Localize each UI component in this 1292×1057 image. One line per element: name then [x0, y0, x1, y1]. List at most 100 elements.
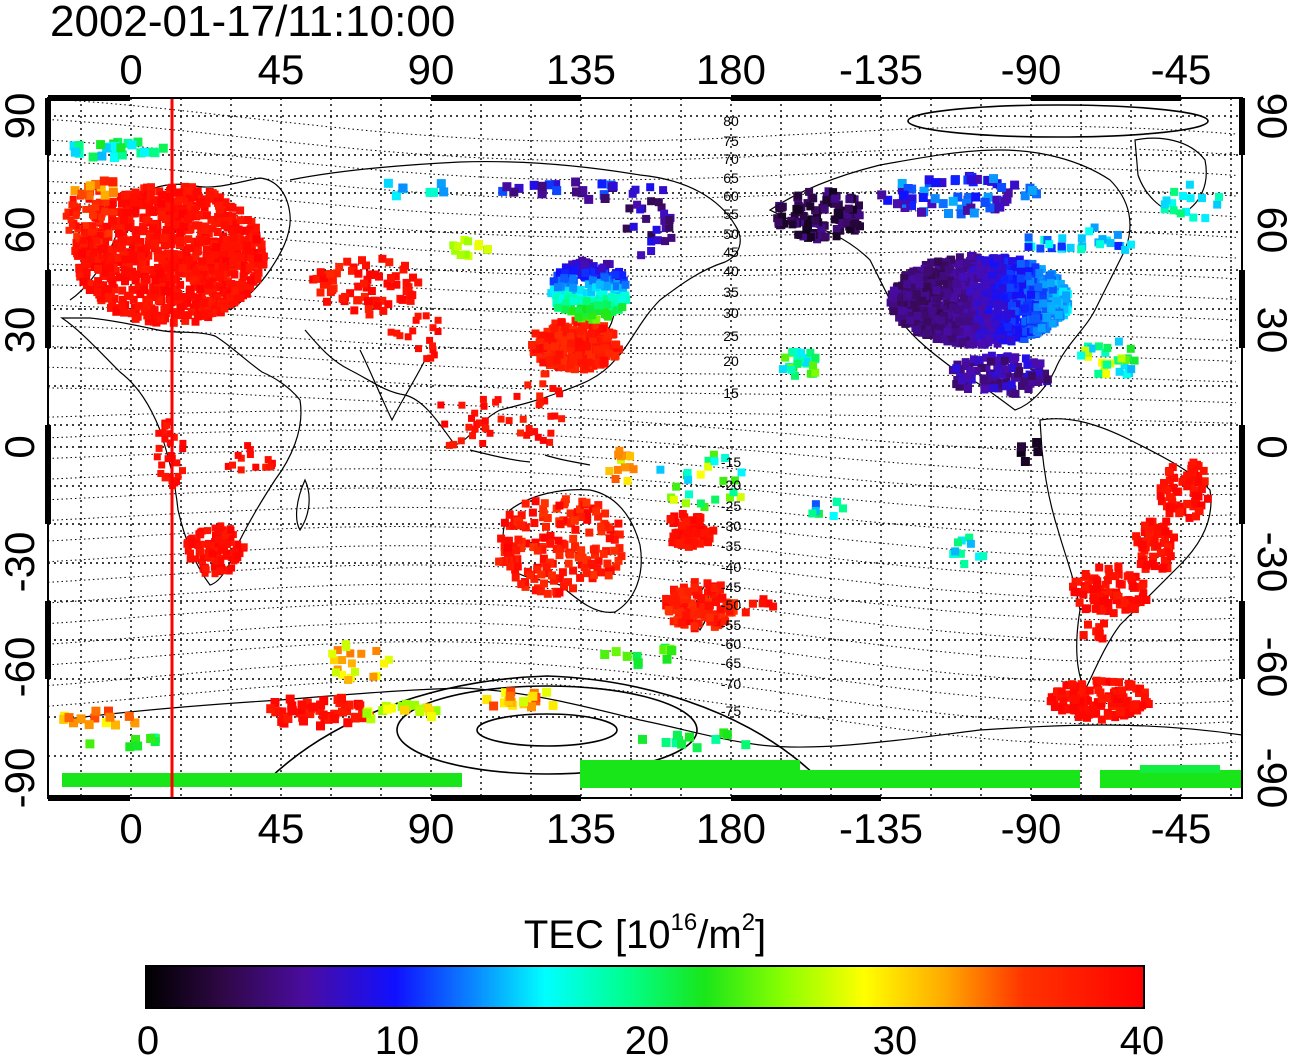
tec-pixel	[99, 245, 108, 254]
tec-pixel	[236, 216, 245, 225]
tec-pixel	[600, 359, 608, 368]
contour-label: -65	[721, 655, 741, 671]
tec-pixel	[805, 187, 814, 196]
tec-pixel	[539, 505, 548, 514]
tec-pixel	[589, 545, 598, 554]
coastline-asia	[289, 160, 741, 446]
tec-pixel	[514, 183, 524, 193]
bottom-lon-tick: 0	[119, 805, 142, 852]
tec-pixel	[710, 457, 719, 466]
tec-pixel	[700, 529, 709, 538]
tec-pixel	[583, 509, 592, 518]
tec-pixel	[1185, 513, 1194, 522]
tec-pixel	[1170, 473, 1179, 482]
contour-label: 65	[723, 170, 739, 186]
tec-pixel	[615, 530, 624, 539]
tec-pixel	[972, 174, 982, 184]
tec-pixel	[1098, 235, 1107, 244]
tec-pixel	[631, 185, 640, 194]
tec-pixel	[597, 568, 606, 577]
tec-pixel	[839, 504, 847, 513]
tec-pixel	[1006, 283, 1015, 292]
tec-pixel	[409, 273, 417, 282]
tec-pixel	[264, 456, 272, 464]
tec-pixel	[202, 245, 211, 254]
tec-pixel	[982, 363, 991, 372]
tec-pixel	[1002, 264, 1011, 273]
tec-pixel	[1089, 585, 1098, 594]
tec-pixel	[981, 266, 990, 275]
left-lat-tick: -60	[0, 637, 43, 698]
tec-pixel	[1164, 543, 1172, 552]
tec-pixel	[1098, 604, 1107, 613]
right-lat-tick: 30	[1249, 307, 1292, 354]
tec-pixel	[88, 152, 98, 162]
tec-pixel	[350, 306, 359, 315]
tec-pixel	[531, 586, 540, 595]
tec-pixel	[909, 267, 918, 276]
tec-pixel	[364, 304, 373, 313]
tec-pixel	[126, 199, 135, 208]
tec-pixel	[227, 280, 236, 288]
tec-pixel	[125, 742, 135, 752]
tec-pixel	[1103, 343, 1112, 352]
south-pole-contour-inner	[476, 713, 618, 747]
tec-pixel	[585, 305, 594, 314]
tec-pixel	[193, 312, 202, 321]
tec-pixel	[1007, 364, 1016, 373]
tec-pixel	[821, 232, 830, 241]
tec-pixel	[506, 687, 516, 697]
tec-pixel	[330, 656, 338, 665]
tec-pixel	[230, 298, 239, 307]
tec-pixel	[343, 718, 353, 728]
tec-pixel	[1007, 309, 1016, 318]
tec-pixel	[830, 215, 839, 224]
tec-pixel	[287, 701, 297, 711]
tec-pixel	[522, 539, 531, 548]
tec-pixel	[560, 498, 569, 507]
tec-pixel	[415, 707, 425, 717]
tec-pixel	[332, 668, 340, 677]
tec-pixel	[574, 553, 583, 562]
tec-pixel	[118, 209, 127, 218]
top-lon-tick: 0	[119, 46, 142, 93]
tec-pixel	[661, 738, 671, 747]
tec-pixel	[953, 305, 962, 314]
tec-pixel	[120, 266, 129, 275]
tec-pixel	[445, 441, 453, 449]
tec-pixel	[799, 232, 808, 241]
tec-pixel	[266, 463, 273, 471]
tec-pixel	[683, 587, 692, 596]
tec-pixel	[1012, 326, 1021, 335]
tec-pixel	[471, 409, 479, 417]
top-lon-tick: -45	[1151, 46, 1212, 93]
tec-pixel	[157, 199, 166, 208]
tec-pixel	[134, 237, 143, 246]
tec-pixel	[560, 305, 569, 314]
tec-pixel	[809, 194, 818, 203]
tec-pixel	[977, 364, 986, 372]
tec-pixel	[391, 191, 401, 201]
tec-pixel	[1104, 607, 1113, 615]
tec-pixel	[422, 312, 430, 320]
tec-pixel	[524, 381, 532, 389]
tec-pixel	[564, 290, 573, 299]
tec-pixel	[1024, 267, 1033, 276]
tec-pixel	[956, 204, 966, 214]
tec-pixel	[598, 264, 607, 273]
bottom-lon-tick: -135	[839, 805, 923, 852]
tec-pixel	[983, 272, 992, 281]
tec-pixel	[105, 712, 115, 722]
tec-pixel	[587, 352, 596, 361]
tec-pixel	[696, 525, 705, 533]
tec-pixel	[439, 187, 449, 197]
tec-pixel	[741, 740, 751, 750]
tec-pixel	[806, 233, 815, 242]
north-pole-contour	[907, 104, 1209, 138]
tec-pixel	[955, 317, 964, 326]
tec-pixel	[1103, 360, 1112, 369]
tec-pixel	[986, 357, 995, 366]
tec-pixel	[601, 521, 610, 530]
tec-pixel	[846, 225, 855, 234]
tec-pixel	[108, 188, 118, 197]
